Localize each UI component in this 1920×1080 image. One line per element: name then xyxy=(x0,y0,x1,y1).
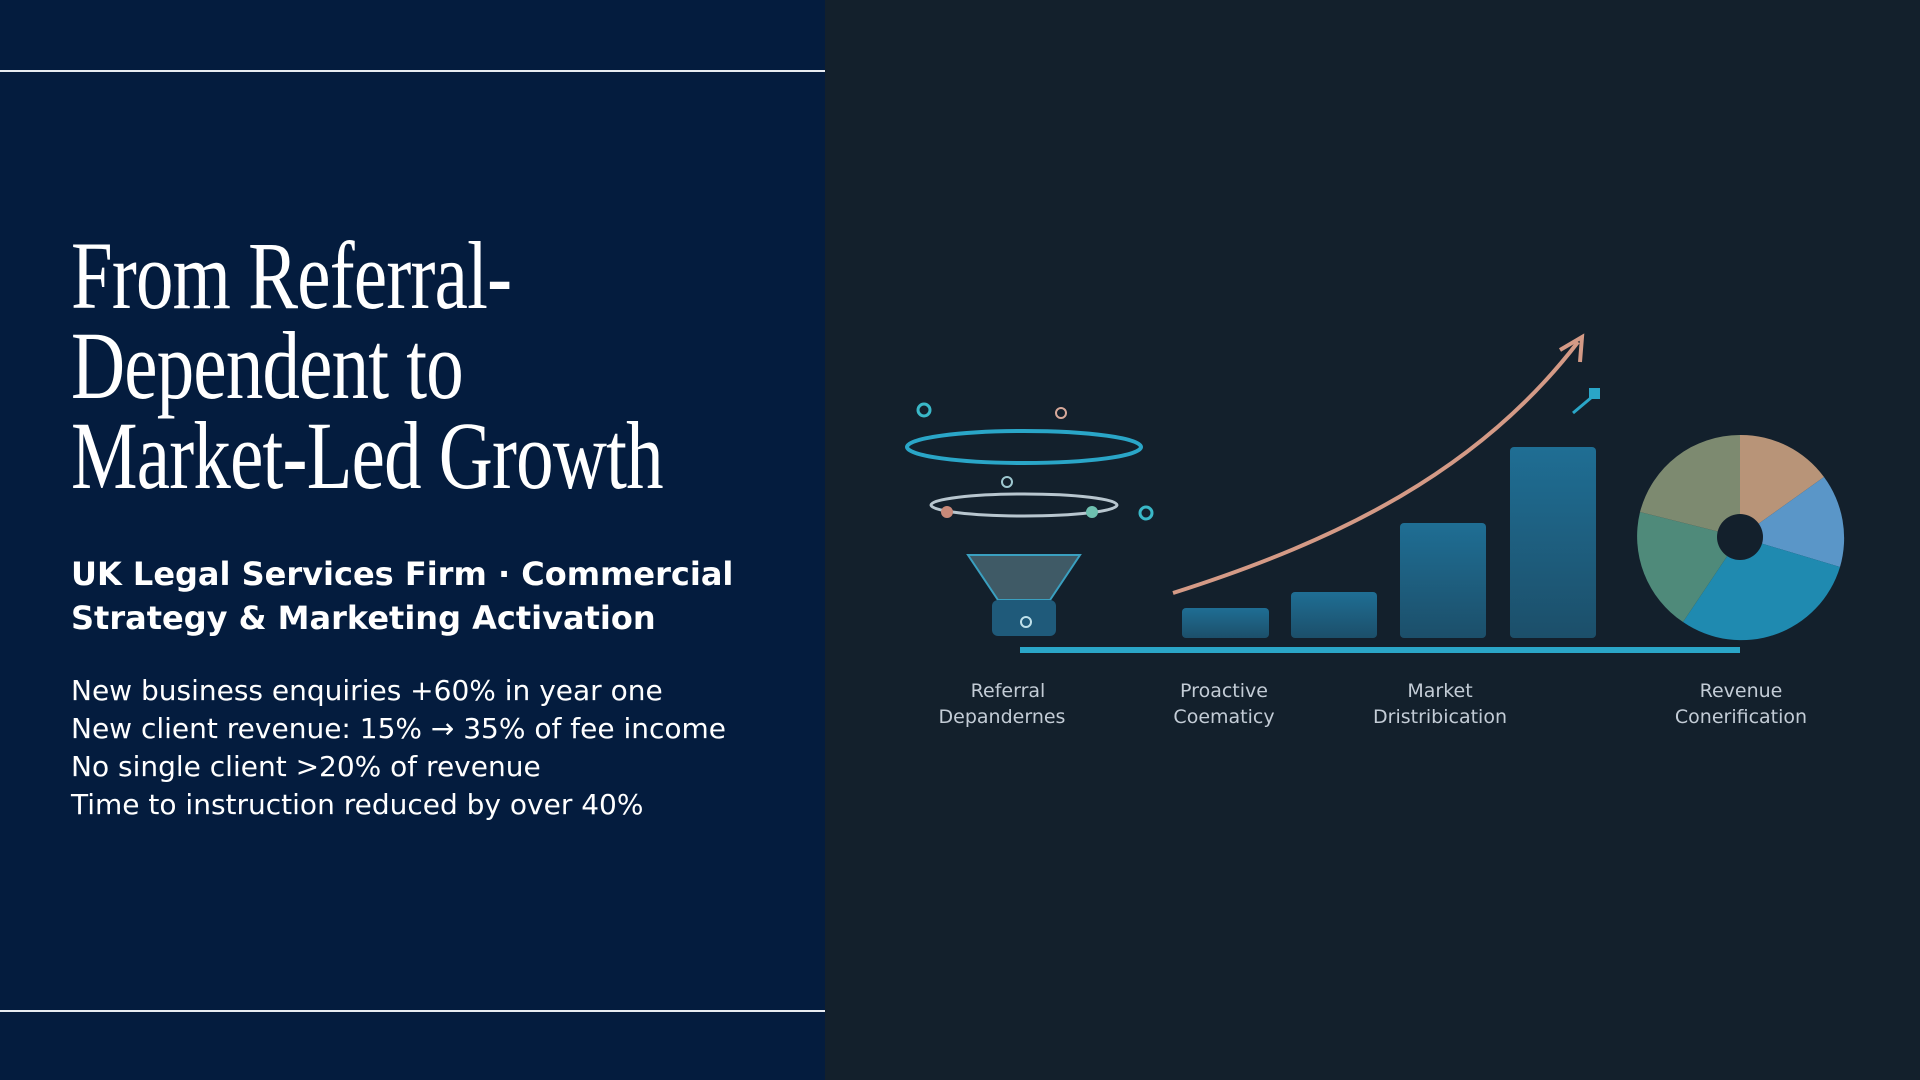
illustration: Referral Depandernes Proactive Coematicy… xyxy=(905,333,1845,728)
stage-label: Proactive xyxy=(1180,680,1268,702)
stage-label: Coematicy xyxy=(1173,706,1274,728)
bar-shape xyxy=(1182,608,1269,638)
text-panel: From Referral- Dependent to Market-Led G… xyxy=(0,0,825,1080)
particle xyxy=(1001,476,1013,488)
bar-shape xyxy=(1510,447,1596,638)
particle xyxy=(941,506,953,518)
donut-slice xyxy=(1740,434,1824,537)
title-line: Market-Led Growth xyxy=(71,402,664,509)
particle xyxy=(1086,506,1098,518)
result-line: Time to instruction reduced by over 40% xyxy=(71,788,644,821)
accent xyxy=(1589,388,1600,399)
particle xyxy=(1055,407,1067,419)
donut-slice xyxy=(1640,434,1740,537)
stage-label: Referral xyxy=(971,680,1046,702)
result-line: New client revenue: 15% → 35% of fee inc… xyxy=(71,712,727,745)
particle xyxy=(1020,616,1032,628)
stage-label: Conerification xyxy=(1675,706,1807,728)
donut-slice xyxy=(1683,537,1840,641)
top-rule xyxy=(0,70,825,72)
stage-label: Dristribication xyxy=(1373,706,1507,728)
donut-hole xyxy=(1717,514,1763,560)
bottom-rule xyxy=(0,1010,825,1012)
funnel-ring xyxy=(905,429,1143,465)
subtitle-line: UK Legal Services Firm · Commercial xyxy=(71,555,734,593)
particle xyxy=(1138,505,1154,521)
arrow-head xyxy=(1558,333,1585,363)
stage-label: Depandernes xyxy=(939,706,1066,728)
stage-label: Market xyxy=(1407,680,1472,702)
stage-label: Revenue xyxy=(1700,680,1783,702)
particle xyxy=(916,402,932,418)
result-line: No single client >20% of revenue xyxy=(71,750,541,783)
trend-arrow xyxy=(1172,340,1580,595)
subtitle-line: Strategy & Marketing Activation xyxy=(71,599,656,637)
result-line: New business enquiries +60% in year one xyxy=(71,674,663,707)
bar-shape xyxy=(1291,592,1377,638)
title-line: From Referral- xyxy=(71,222,512,329)
funnel-ring xyxy=(929,492,1119,518)
title-line: Dependent to xyxy=(71,312,464,419)
donut-slice xyxy=(1740,477,1845,567)
bar-shape xyxy=(1400,523,1486,638)
donut-slice xyxy=(1637,512,1740,622)
funnel xyxy=(966,554,1082,601)
accent xyxy=(1572,395,1593,415)
